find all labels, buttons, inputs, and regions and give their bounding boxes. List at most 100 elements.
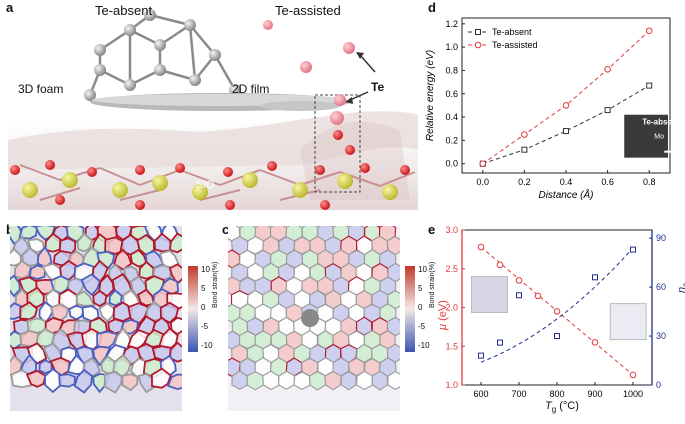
colorbar-c-tick-1: 10 (418, 265, 427, 274)
network-b-cell (108, 289, 123, 307)
panel-c-letter: c (222, 222, 230, 237)
label-te-absent: Te-absent (95, 3, 153, 18)
network-c-defect (301, 309, 319, 327)
colorbar-b-tick-5: -10 (201, 341, 213, 350)
chart-e-ytick-left-label: 1.0 (445, 380, 458, 390)
network-b-cell (92, 345, 112, 367)
panel-b-network (2, 218, 189, 411)
network-b-cell (129, 248, 148, 268)
chart-e-nc-point (478, 352, 484, 359)
o-atoms (10, 130, 410, 210)
colorbar-c-tick-5: -10 (418, 341, 430, 350)
chart-e-mu-point (534, 292, 542, 300)
arrow-te-top (359, 54, 376, 73)
label-3d-foam: 3D foam (18, 82, 64, 96)
network-b-cell (121, 373, 139, 392)
panel-a-letter: a (6, 0, 14, 15)
chart-d-legend-marker (474, 41, 482, 49)
ylabel-right-symbol: n (676, 287, 685, 293)
chart-d-point (521, 131, 528, 138)
chart-e-xtick-label: 800 (549, 389, 564, 399)
ylabel-left-unit: (eV) (437, 300, 449, 324)
chart-d-xtick-label: 0.2 (518, 177, 531, 187)
label-te-assisted: Te-assisted (275, 3, 341, 18)
chart-d-legend-label: Te-assisted (492, 40, 538, 50)
chart-e-mu-point (477, 243, 485, 251)
network-b-cell (19, 301, 38, 321)
chart-e-inset-right (609, 303, 647, 341)
chart-d-ytick-label: 0.8 (445, 65, 458, 75)
ylabel-left-symbol: μ (437, 323, 449, 330)
colorbar-b-tick-2: 5 (201, 284, 206, 293)
chart-d-xtick-label: 0.4 (560, 177, 573, 187)
chart-d-legend-marker (475, 29, 481, 35)
te-cloud (300, 121, 410, 200)
chart-e-xtick-label: 1000 (623, 389, 643, 399)
chart-e-ytick-right-label: 90 (656, 233, 666, 243)
panel-b-colorbar (188, 266, 198, 352)
sio-lattice (19, 164, 416, 201)
chart-d-ylabel: Relative energy (eV) (425, 50, 436, 141)
panel-e-ylabel-left: μ (eV) (437, 300, 449, 330)
chart-d-point (604, 65, 611, 73)
chart-e-ytick-left-label: 2.0 (445, 303, 458, 313)
chart-e-ytick-left-label: 3.0 (445, 225, 458, 235)
colorbar-b-tick-4: -5 (201, 322, 209, 331)
chart-e-xtick-label: 700 (511, 389, 526, 399)
chart-d-legend-label: Te-absent (492, 27, 532, 37)
panel-e-chart: 600 700 800 900 1000 1.0 1.5 2.0 2.5 3.0 0 30 60 90 (420, 218, 685, 419)
panel-d-letter: d (428, 0, 436, 15)
xlabel-symbol: T (545, 400, 552, 412)
panel-e-xlabel: Tg (°C) (545, 400, 579, 414)
mo-2d-film (90, 93, 350, 111)
chart-e-ytick-right-label: 60 (656, 282, 666, 292)
chart-e-nc-point (592, 274, 598, 281)
arrow-te-bottom (349, 91, 369, 101)
chart-d-xtick-label: 0.8 (643, 177, 656, 187)
panel-c-colorbar (405, 266, 415, 352)
network-b-cell (26, 286, 45, 308)
network-c-cell (371, 370, 388, 391)
chart-e-nc-point (497, 339, 503, 346)
chart-e-mu-point (553, 308, 561, 315)
network-b-cell (150, 367, 172, 389)
xlabel-sub: g (551, 405, 557, 415)
chart-d-point (646, 82, 653, 89)
colorbar-c-tick-3: 0 (418, 303, 423, 312)
panel-a-svg (8, 9, 418, 210)
chart-e-nc-point (554, 333, 560, 340)
panel-b-colorbar-title: Bond strain(%) (212, 261, 219, 308)
chart-e-mu-point (591, 339, 599, 346)
chart-d-ytick-label: 0.2 (445, 135, 458, 145)
panel-d-chart: 0.0 0.2 0.4 0.6 0.8 0.0 0.2 0.4 0.6 0.8 1.0 1.2 Dist… (420, 0, 685, 215)
chart-d-inset-label: Te-absent (642, 118, 680, 127)
network-b-cell (153, 232, 172, 253)
chart-e-ytick-right-label: 30 (656, 331, 666, 341)
chart-d-point (479, 160, 487, 167)
chart-e-xtick-label: 900 (587, 389, 602, 399)
chart-d-ytick-label: 1.2 (445, 19, 458, 29)
chart-d-ytick-label: 0.0 (445, 159, 458, 169)
panel-c-network (223, 221, 405, 411)
ylabel-right-sub: c (681, 283, 685, 287)
chart-d-ytick-label: 1.0 (445, 42, 458, 52)
chart-d-ytick-label: 0.6 (445, 89, 458, 99)
te-atoms (263, 20, 355, 125)
panel-c-colorbar-ticks: 10 5 0 -5 -10 (418, 260, 430, 355)
si-atoms (22, 172, 398, 200)
mo-atoms-foam (84, 9, 241, 101)
chart-e-nc-point (630, 246, 636, 253)
chart-d-point (562, 102, 570, 109)
chart-e-nc-point (516, 292, 522, 299)
colorbar-c-tick-2: 5 (418, 284, 423, 293)
arrow-te-bottom-head (345, 97, 353, 104)
chart-e-mu-point (496, 261, 504, 269)
panel-c-svg (223, 221, 405, 411)
network-c-cell (293, 371, 311, 390)
chart-d-series-line (482, 85, 650, 165)
label-sio: SiO (196, 179, 215, 191)
panel-e-letter: e (428, 222, 436, 237)
panel-b-colorbar-ticks: 10 5 0 -5 -10 (201, 260, 213, 355)
chart-e-ytick-right-label: 0 (656, 380, 661, 390)
network-b-cell (76, 232, 94, 253)
